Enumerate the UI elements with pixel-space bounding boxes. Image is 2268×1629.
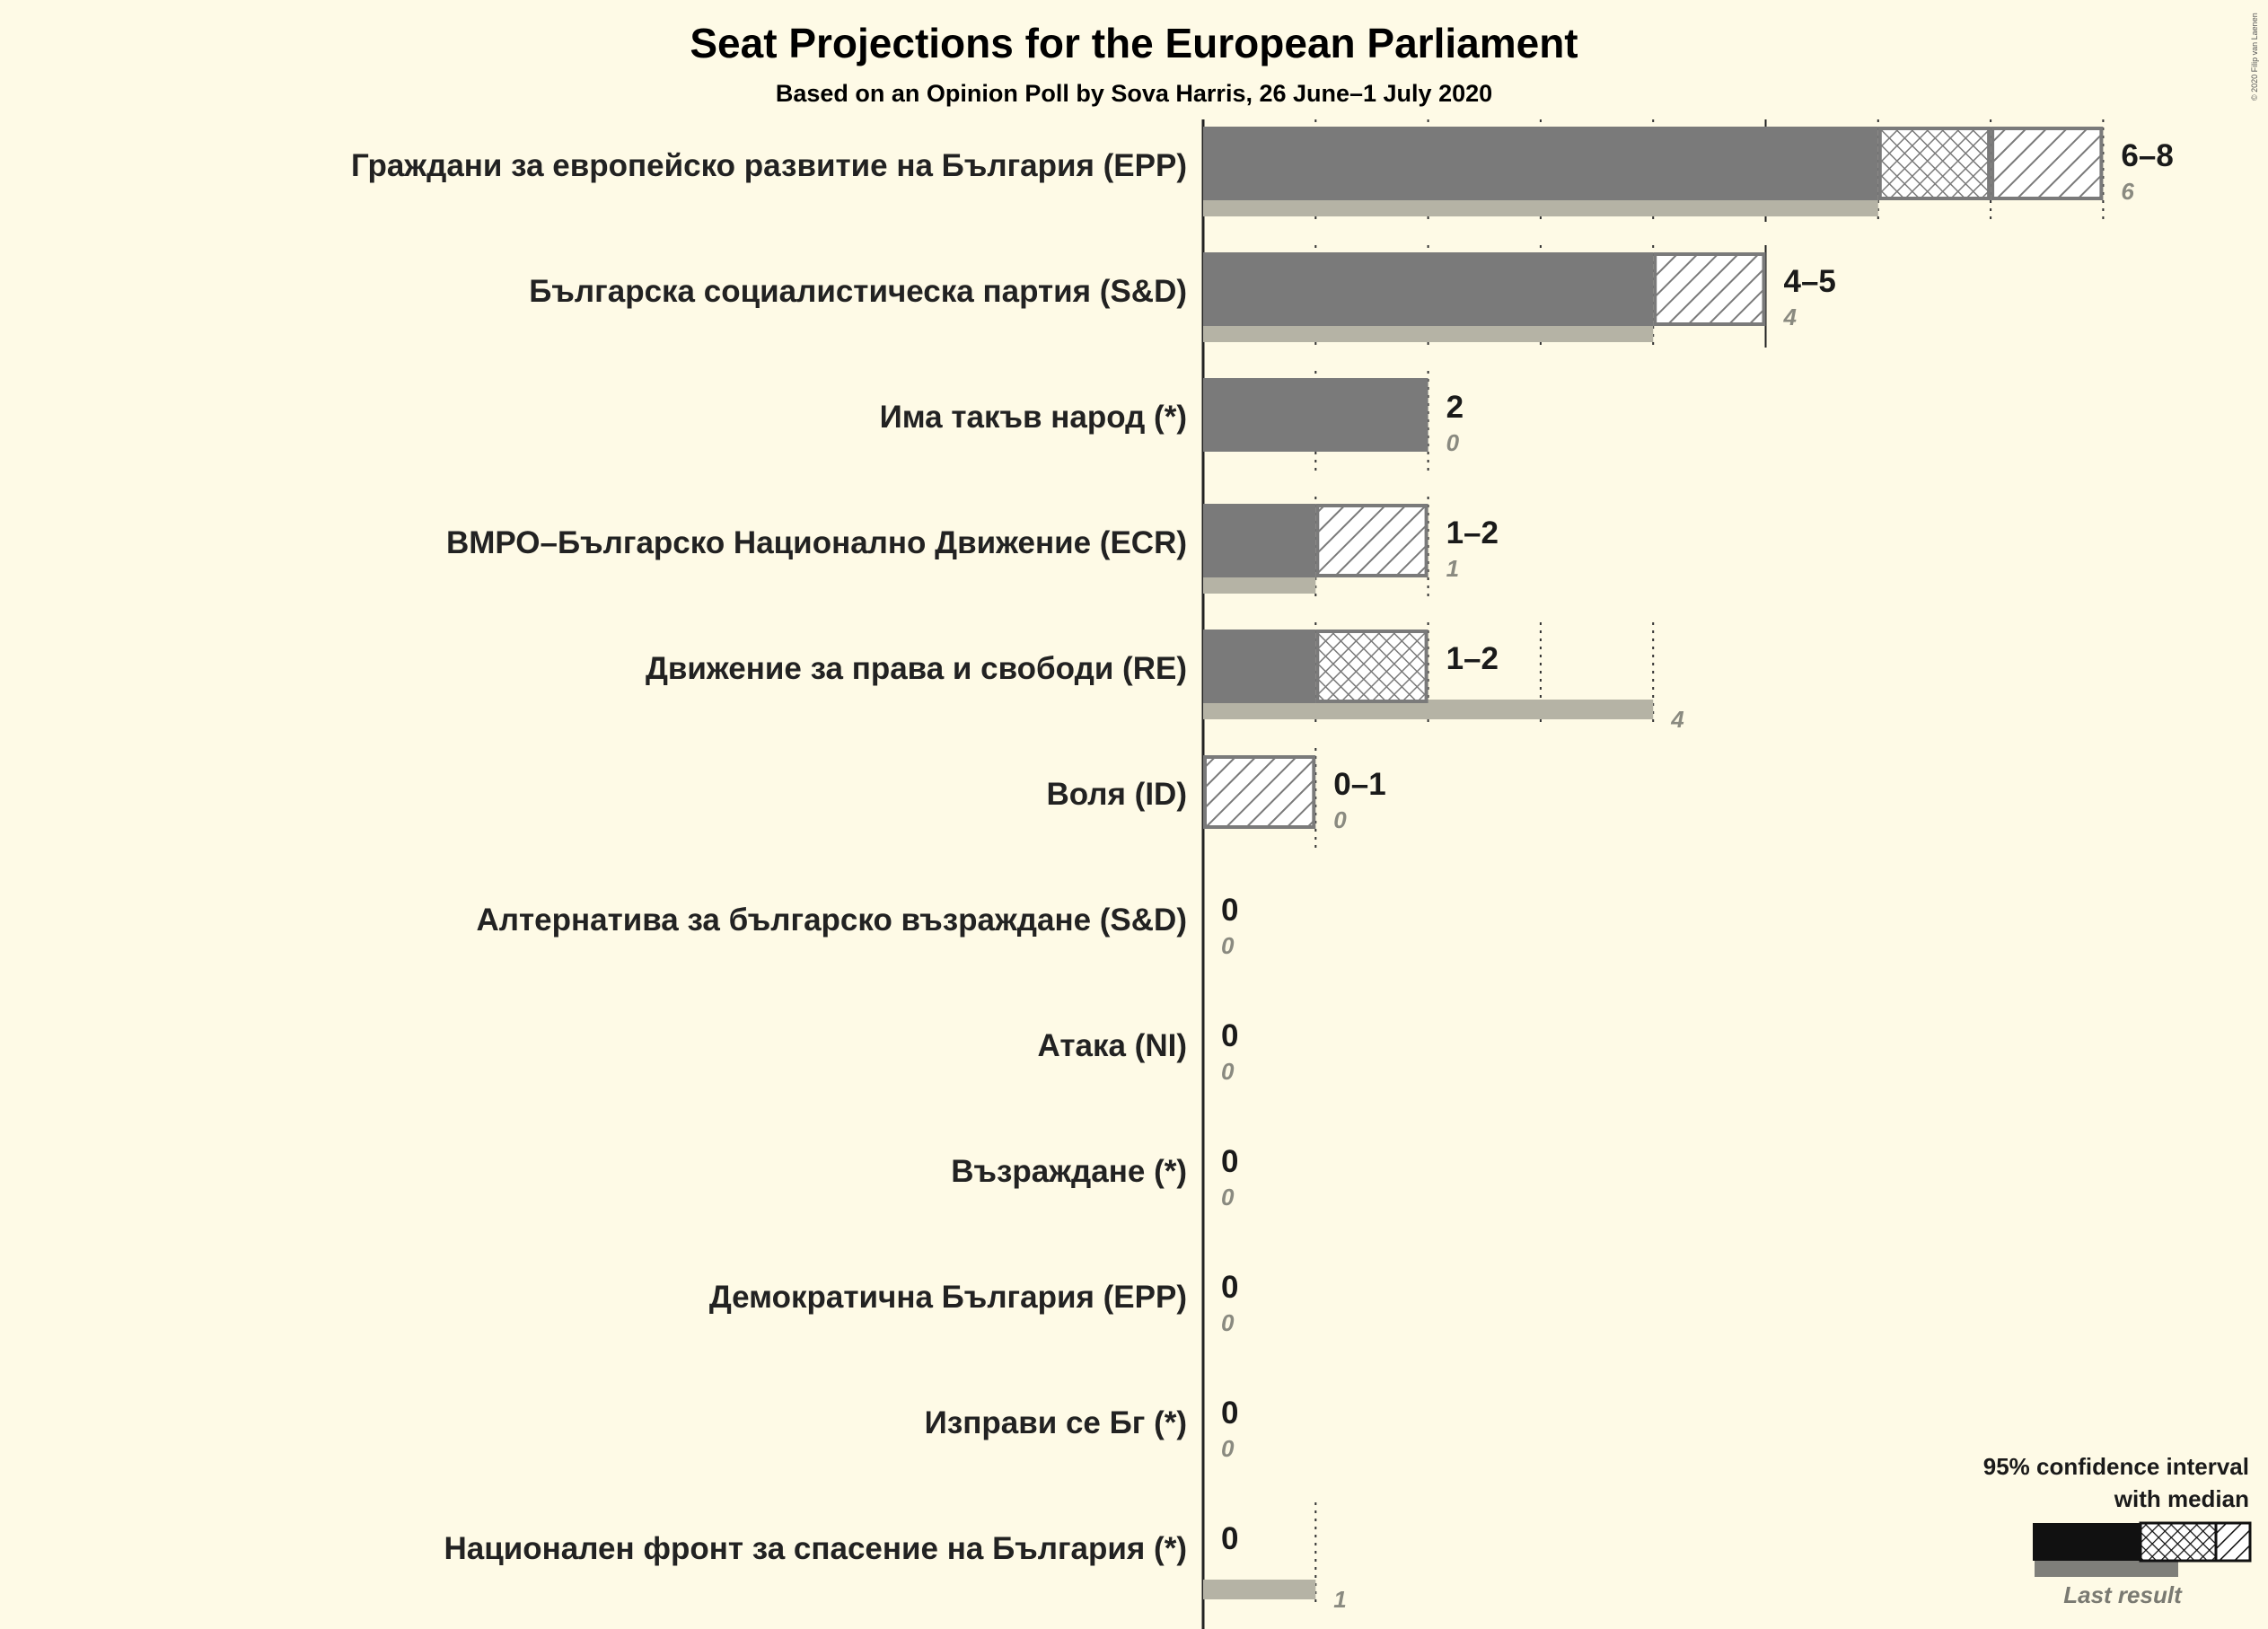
interval-segment xyxy=(1991,127,2104,200)
last-result-bar xyxy=(1203,700,1654,719)
party-row: Възраждане (*) 0 0 xyxy=(951,1144,1238,1211)
legend-last-result-label: Last result xyxy=(2063,1581,2183,1608)
party-label: Воля (ID) xyxy=(1047,777,1187,812)
last-result-label: 0 xyxy=(1221,1184,1235,1211)
last-result-label: 1 xyxy=(1333,1586,1346,1613)
party-row: Национален фронт за спасение на България… xyxy=(444,1521,1347,1613)
chart-subtitle: Based on an Opinion Poll by Sova Harris,… xyxy=(776,80,1492,107)
copyright-notice: © 2020 Filip van Laenen xyxy=(2250,13,2259,101)
median-segment xyxy=(1315,630,1428,703)
last-result-label: 0 xyxy=(1333,806,1347,833)
party-row: Алтернатива за българско възраждане (S&D… xyxy=(476,893,1238,959)
median-segment xyxy=(1877,127,1991,200)
last-result-bar xyxy=(1203,574,1316,594)
party-label: Изправи се Бг (*) xyxy=(925,1405,1187,1440)
range-label: 0 xyxy=(1221,1018,1238,1053)
party-row: Изправи се Бг (*) 0 0 xyxy=(925,1396,1239,1462)
party-row: Граждани за европейско развитие на Бълга… xyxy=(351,127,2174,216)
last-result-label: 4 xyxy=(1670,706,1684,733)
last-result-label: 1 xyxy=(1446,555,1459,582)
interval-segment xyxy=(1653,252,1766,326)
last-result-label: 0 xyxy=(1221,1309,1235,1336)
party-label: Граждани за европейско развитие на Бълга… xyxy=(351,148,1187,183)
confidence-solid-bar xyxy=(1203,127,1878,200)
grid-lines xyxy=(1201,119,2105,1629)
range-label: 1–2 xyxy=(1446,515,1499,550)
last-result-label: 0 xyxy=(1221,1058,1235,1085)
last-result-bar xyxy=(1203,322,1654,342)
last-result-bar xyxy=(1203,1580,1316,1599)
party-label: Национален фронт за спасение на България… xyxy=(444,1531,1187,1566)
legend-solid-swatch xyxy=(2033,1523,2141,1561)
party-row: Демократична България (EPP) 0 0 xyxy=(709,1270,1239,1336)
range-label: 0 xyxy=(1221,1521,1238,1556)
last-result-label: 0 xyxy=(1221,1435,1235,1462)
last-result-bar xyxy=(1203,197,1878,216)
party-row: ВМРО–Българско Национално Движение (ECR)… xyxy=(446,504,1499,594)
range-label: 6–8 xyxy=(2121,138,2173,173)
range-label: 4–5 xyxy=(1784,264,1836,299)
legend: 95% confidence interval with median Last… xyxy=(1983,1453,2252,1608)
party-label: Има такъв народ (*) xyxy=(880,400,1187,435)
last-result-label: 6 xyxy=(2121,178,2134,205)
confidence-solid-bar xyxy=(1203,504,1316,577)
party-row: Воля (ID) 0–1 0 xyxy=(1047,755,1386,833)
range-label: 0 xyxy=(1221,893,1238,928)
range-label: 0 xyxy=(1221,1270,1238,1305)
last-result-label: 4 xyxy=(1783,304,1798,330)
party-rows: Граждани за европейско развитие на Бълга… xyxy=(351,127,2174,1613)
party-label: Атака (NI) xyxy=(1038,1028,1187,1063)
last-result-label: 0 xyxy=(1446,429,1460,456)
party-row: Има такъв народ (*) 2 0 xyxy=(880,378,1464,456)
last-result-label: 0 xyxy=(1221,932,1235,959)
range-label: 1–2 xyxy=(1446,641,1499,676)
confidence-solid-bar xyxy=(1203,630,1316,703)
range-label: 0 xyxy=(1221,1144,1238,1179)
party-label: Алтернатива за българско възраждане (S&D… xyxy=(476,903,1187,938)
party-label: Движение за права и свободи (RE) xyxy=(646,651,1187,686)
party-label: ВМРО–Българско Национално Движение (ECR) xyxy=(446,525,1187,560)
party-label: Българска социалистическа партия (S&D) xyxy=(529,274,1187,309)
chart-title: Seat Projections for the European Parlia… xyxy=(690,20,1578,66)
confidence-solid-bar xyxy=(1203,252,1654,326)
party-label: Демократична България (EPP) xyxy=(709,1280,1187,1315)
party-row: Движение за права и свободи (RE) 1–2 4 xyxy=(646,630,1684,733)
interval-segment xyxy=(1315,504,1428,577)
confidence-solid-bar xyxy=(1203,378,1428,452)
range-label: 0–1 xyxy=(1333,767,1385,802)
party-label: Възраждане (*) xyxy=(951,1154,1187,1189)
range-label: 2 xyxy=(1446,390,1464,425)
party-row: Българска социалистическа партия (S&D) 4–… xyxy=(529,252,1836,342)
legend-title-line1: 95% confidence interval xyxy=(1983,1453,2249,1480)
legend-title-line2: with median xyxy=(2114,1485,2249,1512)
interval-segment xyxy=(1203,755,1316,829)
legend-interval-swatch xyxy=(2214,1521,2252,1563)
party-row: Атака (NI) 0 0 xyxy=(1038,1018,1239,1085)
range-label: 0 xyxy=(1221,1396,1238,1431)
legend-median-swatch xyxy=(2139,1521,2218,1563)
